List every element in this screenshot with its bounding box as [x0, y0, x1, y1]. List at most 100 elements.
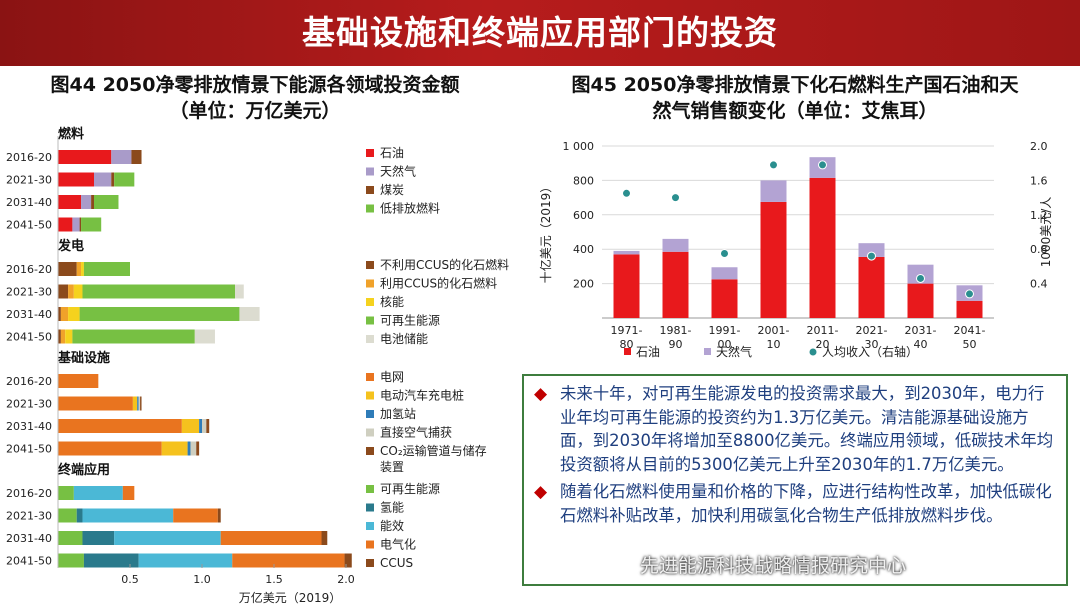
income-point: [916, 273, 925, 283]
bar-segment: [91, 195, 94, 209]
bar-segment: [81, 262, 84, 276]
x-tick-line: 2031-: [905, 324, 937, 337]
x-tick-label: 2.0: [337, 573, 355, 586]
bar-segment: [58, 195, 82, 209]
category-label: 2016-20: [6, 151, 52, 164]
legend-label: 核能: [380, 295, 404, 309]
legend-swatch: [366, 261, 374, 269]
fig44-title: 图44 2050净零排放情景下能源各领域投资金额 （单位：万亿美元）: [0, 72, 510, 124]
legend-label: 天然气: [716, 344, 752, 359]
bar-segment: [58, 441, 162, 456]
bar-segment: [82, 531, 115, 545]
bar-segment: [220, 531, 322, 545]
bar-segment: [131, 150, 142, 164]
diamond-bullet-icon: ◆: [534, 384, 548, 404]
column-segment: [858, 243, 885, 257]
x-tick-label: 2041-50: [954, 324, 986, 351]
legend-swatch: [704, 348, 711, 355]
bar-segment: [58, 217, 73, 232]
x-tick-line: 2021-: [856, 324, 888, 337]
bar-segment: [114, 531, 221, 545]
legend-label: 加氢站: [380, 406, 416, 421]
bar-segment: [58, 419, 182, 433]
group-label: 发电: [57, 238, 84, 254]
category-label: 2041-50: [6, 219, 52, 232]
y-tick-label: 600: [573, 209, 594, 222]
summary-textbox: ◆ 未来十年，对可再生能源发电的投资需求最大，到2030年，电力行业年均可再生能…: [522, 374, 1068, 586]
bar-segment: [73, 486, 123, 500]
y-tick-label: 800: [573, 174, 594, 187]
x-tick-line: 1981-: [660, 324, 692, 337]
legend-label: 利用CCUS的化石燃料: [380, 276, 497, 291]
bar-segment: [58, 262, 77, 276]
legend-label: 人均收入（右轴）: [822, 344, 918, 359]
category-label: 2031-40: [6, 420, 52, 433]
bar-segment: [83, 262, 130, 276]
income-point: [965, 289, 974, 299]
group-label: 燃料: [58, 126, 84, 142]
x-tick-line: 2001-: [758, 324, 790, 337]
legend-label: 电网: [380, 370, 404, 384]
legend-label: 氢能: [380, 500, 404, 515]
bar-segment: [58, 531, 83, 545]
legend-swatch: [366, 335, 374, 343]
category-label: 2021-30: [6, 286, 52, 299]
legend-label: 电动汽车充电桩: [380, 388, 464, 403]
x-tick-label: 0.5: [121, 573, 139, 586]
bar-segment: [196, 441, 200, 456]
category-label: 2031-40: [6, 308, 52, 321]
bar-segment: [58, 307, 61, 321]
legend-swatch: [366, 559, 374, 567]
x-tick-line: 10: [767, 338, 781, 351]
column-segment: [809, 177, 836, 318]
bar-segment: [132, 396, 138, 411]
category-label: 2021-30: [6, 174, 52, 187]
bar-segment: [138, 553, 233, 568]
x-tick-line: 50: [963, 338, 977, 351]
x-axis-title: 万亿美元（2019）: [239, 590, 342, 604]
bar-segment: [235, 284, 244, 299]
x-tick-label: 2001-10: [758, 324, 790, 351]
x-tick-line: 00: [718, 338, 732, 351]
legend-label: 煤炭: [380, 183, 404, 197]
x-tick-label: 1.5: [265, 573, 283, 586]
bar-segment: [58, 150, 112, 164]
legend-swatch: [624, 348, 631, 355]
bar-segment: [60, 329, 66, 344]
x-tick-line: 30: [865, 338, 879, 351]
legend-label: 可再生能源: [380, 482, 440, 496]
x-tick-line: 2011-: [807, 324, 839, 337]
bar-segment: [83, 553, 139, 568]
bar-segment: [173, 508, 218, 523]
column-segment: [613, 250, 640, 255]
bar-segment: [344, 553, 352, 568]
bar-segment: [82, 508, 174, 523]
bar-segment: [58, 553, 84, 568]
legend-swatch: [366, 503, 374, 512]
income-point: [818, 160, 827, 170]
fig45-title-line1: 图45 2050净零排放情景下化石燃料生产国石油和天: [571, 74, 1019, 96]
legend-swatch: [366, 316, 374, 325]
y-tick-label: 400: [573, 243, 594, 256]
bar-segment: [76, 508, 83, 523]
income-point: [769, 160, 778, 170]
column-segment: [907, 283, 934, 318]
legend-swatch: [366, 540, 374, 549]
column-segment: [858, 256, 885, 318]
x-tick-line: 20: [816, 338, 830, 351]
x-tick-label: 2021-30: [856, 324, 888, 351]
bar-segment: [111, 150, 132, 164]
legend-label: CO₂运输管道与储存装置: [380, 443, 487, 474]
legend-label: 电池储能: [380, 331, 428, 346]
column-segment: [760, 201, 787, 318]
summary-bullet: ◆ 随着化石燃料使用量和价格的下降，应进行结构性改革，加快低碳化石燃料补贴改革，…: [534, 480, 1058, 527]
bar-segment: [137, 396, 139, 411]
page-title: 基础设施和终端应用部门的投资: [302, 13, 778, 52]
bar-segment: [58, 508, 77, 523]
x-tick-line: 80: [620, 338, 634, 351]
bar-segment: [65, 329, 73, 344]
legend-swatch: [366, 186, 374, 194]
group-label: 终端应用: [58, 462, 110, 478]
bar-segment: [68, 284, 74, 299]
bar-segment: [94, 195, 119, 209]
